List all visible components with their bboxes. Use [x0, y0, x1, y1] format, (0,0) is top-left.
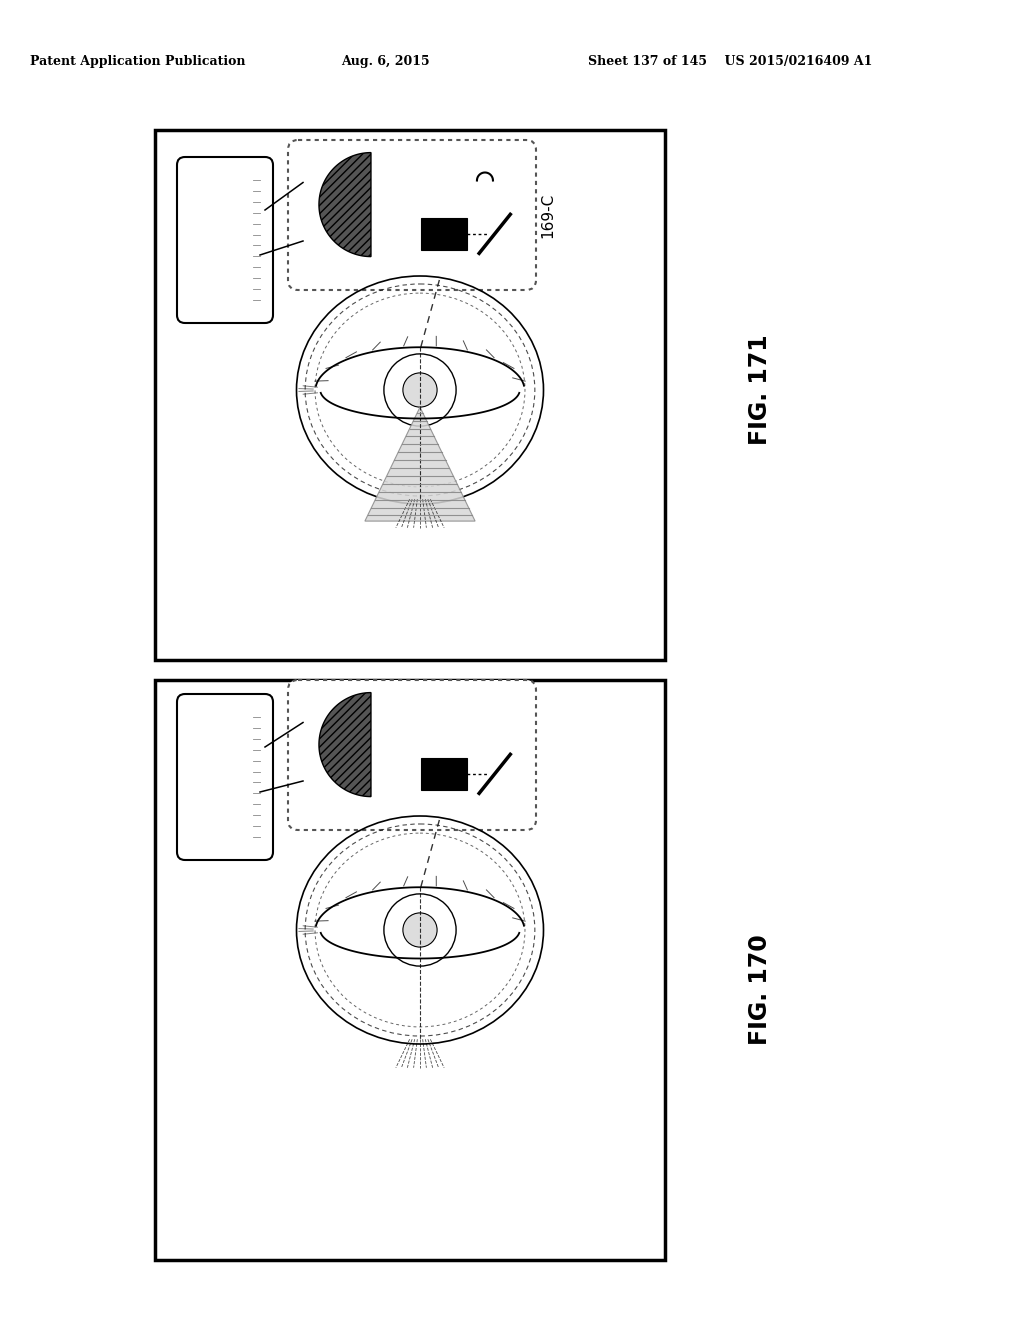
Text: 169-C: 169-C [541, 193, 555, 238]
FancyBboxPatch shape [177, 694, 273, 861]
Polygon shape [318, 693, 371, 796]
Circle shape [384, 894, 456, 966]
FancyBboxPatch shape [288, 680, 536, 830]
Circle shape [402, 372, 437, 407]
FancyBboxPatch shape [177, 157, 273, 323]
Polygon shape [318, 153, 371, 256]
Text: FIG. 170: FIG. 170 [748, 935, 772, 1045]
Text: Patent Application Publication: Patent Application Publication [30, 55, 246, 69]
Circle shape [384, 354, 456, 426]
Text: FIG. 171: FIG. 171 [748, 335, 772, 445]
Text: Aug. 6, 2015: Aug. 6, 2015 [341, 55, 429, 69]
FancyBboxPatch shape [288, 140, 536, 290]
Bar [155, 129, 665, 660]
Text: Sheet 137 of 145    US 2015/0216409 A1: Sheet 137 of 145 US 2015/0216409 A1 [588, 55, 872, 69]
Circle shape [402, 913, 437, 948]
Bar [421, 218, 467, 249]
Polygon shape [365, 407, 475, 521]
Bar [155, 680, 665, 1261]
Bar [421, 758, 467, 791]
